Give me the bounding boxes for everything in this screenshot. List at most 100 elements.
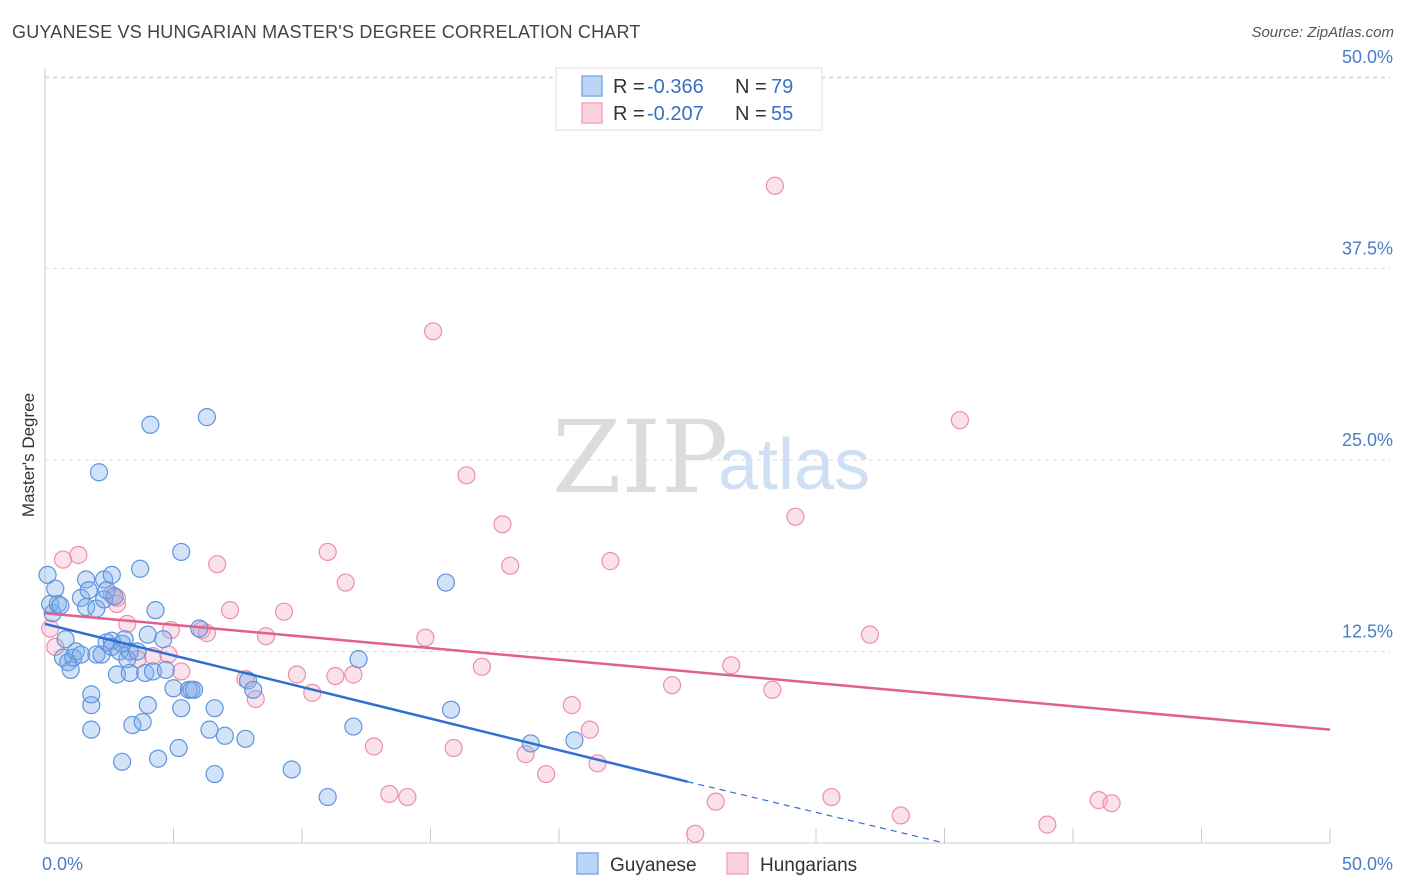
guyanese-point-52	[156, 660, 175, 679]
guyanese-point-30	[102, 565, 121, 585]
hungarians-point-43	[662, 676, 682, 695]
guyanese-point-53	[164, 679, 183, 698]
hungarians-point-42	[601, 552, 620, 571]
guyanese-point-56	[172, 542, 191, 562]
hungarians-point-12	[172, 662, 191, 681]
guyanese-point-68	[244, 680, 263, 699]
guyanese-point-64	[205, 764, 224, 784]
y-tick-label-0: 12.5%	[1342, 622, 1393, 642]
hungarians-point-23	[318, 542, 337, 562]
x-tick-label-left: 0.0%	[42, 854, 83, 874]
hungarians-point-48	[765, 176, 784, 195]
grid-lines	[45, 76, 1390, 652]
guyanese-point-51	[154, 630, 173, 649]
hungarians-point-34	[472, 657, 491, 676]
hungarians-point-8	[128, 650, 147, 669]
y-tick-label-3: 50.0%	[1342, 47, 1393, 67]
guyanese-point-17	[82, 696, 101, 715]
hungarians-point-3	[69, 545, 88, 565]
guyanese-point-70	[318, 787, 337, 807]
hungarians-point-56	[1102, 794, 1121, 813]
hungarians-point-45	[706, 792, 725, 811]
y-tick-label-1: 25.0%	[1342, 430, 1393, 450]
hungarians-point-20	[274, 602, 294, 621]
legend-r-value-guyanese: -0.366	[647, 76, 704, 98]
guyanese-point-63	[205, 699, 224, 718]
guyanese-trend-extension	[687, 781, 945, 844]
hungarians-point-39	[562, 696, 581, 715]
guyanese-point-21	[87, 645, 106, 664]
legend-r-label-guyanese: R =	[613, 76, 645, 98]
hungarians-point-46	[722, 656, 741, 675]
guyanese-point-14	[77, 570, 96, 589]
legend-swatch-guyanese	[581, 75, 603, 97]
legend-r-label-hungarians: R =	[613, 103, 645, 125]
guyanese-point-38	[120, 663, 139, 683]
x-tick-marks	[44, 828, 1331, 843]
series-legend: Guyanese Hungarians	[576, 852, 857, 876]
hungarians-point-29	[398, 787, 417, 807]
bottom-legend-label-hungarians: Hungarians	[760, 855, 857, 876]
hungarians-point-25	[336, 573, 355, 592]
hungarians-point-2	[53, 550, 73, 569]
hungarians-point-0	[41, 619, 60, 638]
y-tick-label-2: 37.5%	[1342, 239, 1393, 259]
hungarians-point-53	[950, 411, 970, 430]
hungarians-point-24	[326, 666, 345, 686]
hungarians-point-52	[891, 806, 910, 825]
guyanese-point-71	[344, 717, 363, 736]
guyanese-point-3	[46, 579, 65, 598]
guyanese-point-39	[120, 642, 139, 661]
guyanese-point-31	[105, 587, 124, 606]
hungarians-point-27	[364, 737, 384, 756]
guyanese-point-46	[138, 625, 157, 644]
bottom-legend-swatch-guyanese	[576, 852, 599, 875]
hungarians-point-26	[344, 665, 363, 684]
guyanese-point-7	[56, 630, 75, 649]
bottom-legend-label-guyanese: Guyanese	[610, 855, 697, 876]
guyanese-point-69	[282, 760, 301, 779]
hungarians-point-15	[208, 555, 227, 574]
guyanese-point-0	[38, 565, 57, 585]
legend-n-value-guyanese: 79	[771, 76, 793, 98]
guyanese-point-74	[441, 700, 461, 719]
guyanese-point-35	[112, 752, 132, 771]
stats-legend: R = -0.366 N = 79 R = -0.207 N = 55	[555, 67, 823, 131]
guyanese-point-5	[51, 596, 70, 615]
guyanese-point-40	[123, 715, 142, 735]
hungarians-point-50	[822, 787, 841, 807]
hungarians-point-54	[1038, 815, 1057, 834]
guyanese-point-45	[138, 696, 157, 715]
guyanese-point-42	[130, 559, 150, 578]
y-axis-label: Master's Degree	[19, 393, 38, 517]
chart-source: Source: ZipAtlas.com	[1251, 24, 1394, 41]
chart-title: GUYANESE VS HUNGARIAN MASTER'S DEGREE CO…	[12, 22, 641, 42]
watermark: ZIP atlas	[552, 399, 870, 516]
guyanese-point-13	[71, 588, 91, 607]
hungarians-point-7	[118, 614, 137, 634]
guyanese-point-54	[169, 738, 188, 758]
guyanese-point-50	[148, 749, 168, 768]
guyanese-point-55	[172, 699, 191, 718]
guyanese-point-65	[215, 726, 234, 745]
guyanese-point-59	[184, 680, 204, 699]
hungarians-point-38	[537, 764, 556, 784]
guyanese-point-73	[436, 573, 456, 592]
guyanese-point-62	[200, 720, 219, 739]
legend-n-label-guyanese: N =	[735, 76, 767, 98]
legend-r-value-hungarians: -0.207	[647, 103, 704, 125]
guyanese-point-61	[197, 408, 217, 427]
hungarians-point-16	[220, 601, 240, 620]
hungarians-point-28	[380, 784, 399, 804]
hungarians-point-35	[493, 515, 512, 534]
hungarians-point-47	[763, 680, 782, 699]
guyanese-point-72	[349, 650, 368, 669]
hungarians-point-31	[423, 322, 443, 341]
y-tick-labels: 12.5% 25.0% 37.5% 50.0%	[1342, 47, 1393, 642]
hungarians-point-37	[516, 745, 535, 764]
legend-swatch-hungarians	[581, 102, 603, 124]
hungarians-point-36	[501, 556, 520, 575]
hungarians-trend-line	[44, 611, 1331, 731]
hungarians-point-30	[416, 628, 435, 647]
hungarians-point-19	[256, 627, 276, 646]
